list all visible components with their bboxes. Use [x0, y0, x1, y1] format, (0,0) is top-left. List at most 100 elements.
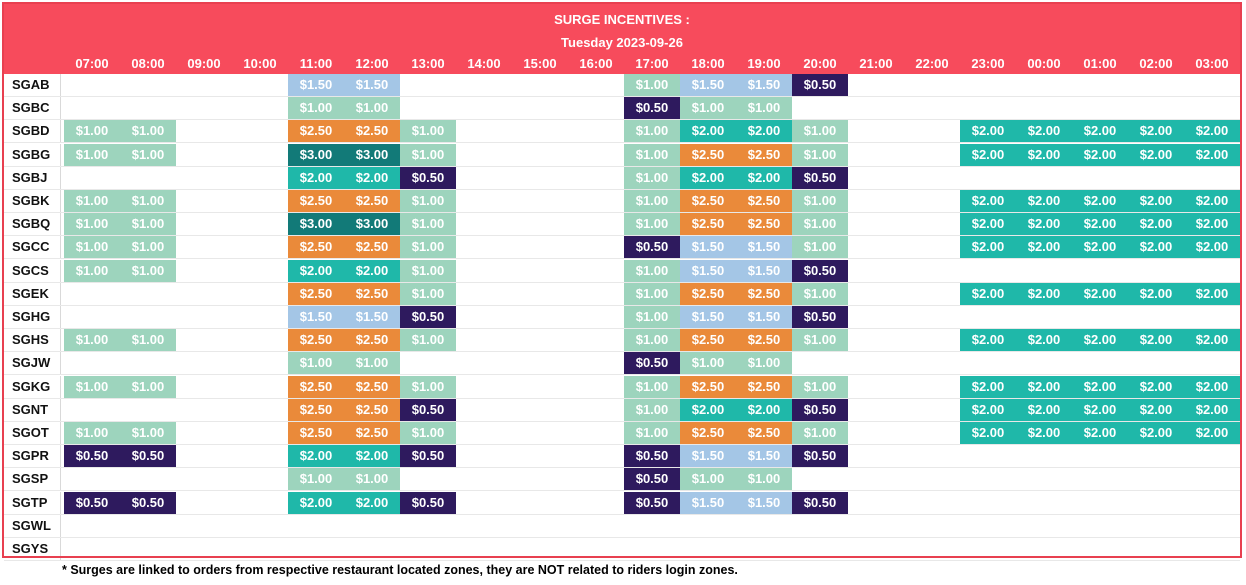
zone-label: SGCC — [12, 239, 50, 255]
zone-divider — [60, 514, 61, 537]
surge-cell: $0.50 — [64, 491, 120, 514]
surge-cell: $2.00 — [1128, 213, 1184, 236]
surge-cell: $2.00 — [1184, 282, 1240, 305]
surge-cell: $2.00 — [1184, 236, 1240, 259]
row-divider — [4, 165, 1240, 167]
surge-cell: $2.00 — [1072, 375, 1128, 398]
surge-cell: $2.00 — [1072, 190, 1128, 212]
surge-cell: $2.00 — [1072, 282, 1128, 305]
table-row: SGHS $1.00 $1.00 $2.50 $2.50 $1.00 $1.00 $2.50 $… — [4, 329, 1240, 353]
surge-cell: $1.50 — [736, 491, 792, 514]
surge-cell: $2.00 — [1072, 143, 1128, 166]
row-divider — [4, 513, 1240, 515]
surge-cell: $2.00 — [1128, 422, 1184, 444]
surge-cell: $0.50 — [400, 398, 456, 421]
hour-header: 14:00 — [467, 56, 501, 71]
surge-cell: $2.50 — [288, 282, 344, 305]
surge-cell: $2.50 — [344, 282, 400, 305]
surge-cell: $2.00 — [344, 491, 400, 514]
surge-cell: $1.50 — [680, 491, 736, 514]
page-title: SURGE INCENTIVES : — [554, 12, 690, 27]
table-row: SGBJ $2.00 $2.00 $0.50 $1.00 $2.00 $2.00 $0.50 — [4, 166, 1240, 190]
surge-cell: $2.00 — [1072, 398, 1128, 421]
surge-cell: $0.50 — [792, 491, 848, 514]
surge-cell: $1.00 — [120, 213, 176, 236]
table-row: SGTP $0.50 $0.50 $2.00 $2.00 $0.50 $0.50 $1.50 $… — [4, 491, 1240, 515]
surge-cell: $1.00 — [64, 375, 120, 398]
zone-label: SGBK — [12, 193, 50, 208]
surge-cell: $1.50 — [736, 74, 792, 96]
hour-header: 23:00 — [971, 56, 1005, 71]
surge-cell: $2.00 — [1072, 236, 1128, 259]
surge-cell: $2.50 — [680, 282, 736, 305]
surge-cell: $1.50 — [680, 306, 736, 328]
surge-cell: $0.50 — [624, 352, 680, 375]
surge-cell: $1.50 — [680, 259, 736, 282]
row-divider — [4, 328, 1240, 329]
surge-cell: $2.00 — [288, 166, 344, 189]
surge-cell: $2.50 — [680, 375, 736, 398]
surge-cell: $1.00 — [792, 329, 848, 352]
table-row: SGNT $2.50 $2.50 $0.50 $1.00 $2.00 $2.00 $0.50 $… — [4, 398, 1240, 422]
surge-cell: $1.00 — [64, 190, 120, 212]
surge-cell: $0.50 — [624, 491, 680, 514]
zone-label: SGEK — [12, 285, 49, 301]
zone-label: SGPR — [12, 448, 49, 464]
zone-label: SGJW — [12, 355, 51, 371]
zone-divider — [60, 468, 61, 491]
zone-divider — [60, 398, 61, 421]
surge-cell: $1.00 — [400, 120, 456, 143]
surge-cell: $1.00 — [400, 190, 456, 212]
hour-header: 12:00 — [355, 56, 389, 71]
surge-cell: $1.00 — [624, 282, 680, 305]
surge-cell: $2.00 — [288, 445, 344, 468]
surge-cell: $2.00 — [1184, 190, 1240, 212]
hour-header: 09:00 — [187, 56, 221, 71]
table-row: SGBC $1.00 $1.00 $0.50 $1.00 $1.00 — [4, 97, 1240, 121]
surge-cell: $1.00 — [624, 329, 680, 352]
surge-cell: $1.00 — [680, 97, 736, 120]
surge-cell: $1.50 — [344, 306, 400, 328]
surge-cell: $2.00 — [1128, 329, 1184, 352]
surge-cell: $2.00 — [1128, 282, 1184, 305]
hour-header: 13:00 — [411, 56, 445, 71]
surge-cell: $2.00 — [960, 236, 1016, 259]
table-row: SGBD $1.00 $1.00 $2.50 $2.50 $1.00 $1.00 $2.00 $… — [4, 120, 1240, 144]
hour-header: 03:00 — [1195, 56, 1229, 71]
surge-cell: $1.00 — [400, 375, 456, 398]
zone-divider — [60, 538, 61, 560]
surge-cell: $2.00 — [680, 398, 736, 421]
table-row: SGCS $1.00 $1.00 $2.00 $2.00 $1.00 $1.00 $1.50 $… — [4, 259, 1240, 283]
table-row: SGEK $2.50 $2.50 $1.00 $1.00 $2.50 $2.50 $1.00 $… — [4, 282, 1240, 306]
zone-divider — [60, 445, 61, 468]
hour-header: 08:00 — [131, 56, 165, 71]
surge-cell: $2.50 — [736, 190, 792, 212]
row-divider — [4, 444, 1240, 445]
surge-cell: $2.00 — [344, 259, 400, 282]
surge-cell: $2.00 — [1072, 120, 1128, 143]
surge-cell: $1.50 — [680, 74, 736, 96]
table-row: SGPR $0.50 $0.50 $2.00 $2.00 $0.50 $0.50 $1.50 $… — [4, 445, 1240, 469]
surge-cell: $2.50 — [344, 375, 400, 398]
surge-cell: $2.00 — [1184, 120, 1240, 143]
surge-cell: $0.50 — [792, 445, 848, 468]
hour-header: 16:00 — [579, 56, 613, 71]
surge-cell: $2.00 — [1184, 398, 1240, 421]
table-row: SGWL — [4, 514, 1240, 538]
surge-cell: $2.00 — [344, 445, 400, 468]
surge-cell: $1.00 — [288, 468, 344, 491]
surge-cell: $1.00 — [736, 468, 792, 491]
surge-cell: $2.00 — [960, 190, 1016, 212]
surge-cell: $2.00 — [1184, 375, 1240, 398]
surge-cell: $2.50 — [736, 422, 792, 444]
table-row: SGJW $1.00 $1.00 $0.50 $1.00 $1.00 — [4, 352, 1240, 376]
table-border — [2, 2, 1242, 558]
surge-cell: $1.00 — [120, 329, 176, 352]
surge-cell: $1.00 — [288, 97, 344, 120]
surge-cell: $2.50 — [288, 375, 344, 398]
table-row: SGHG $1.50 $1.50 $0.50 $1.00 $1.50 $1.50 $0.50 — [4, 306, 1240, 329]
surge-cell: $1.00 — [344, 468, 400, 491]
hour-header: 15:00 — [523, 56, 557, 71]
zone-label: SGCS — [12, 262, 49, 278]
row-divider — [4, 374, 1240, 376]
